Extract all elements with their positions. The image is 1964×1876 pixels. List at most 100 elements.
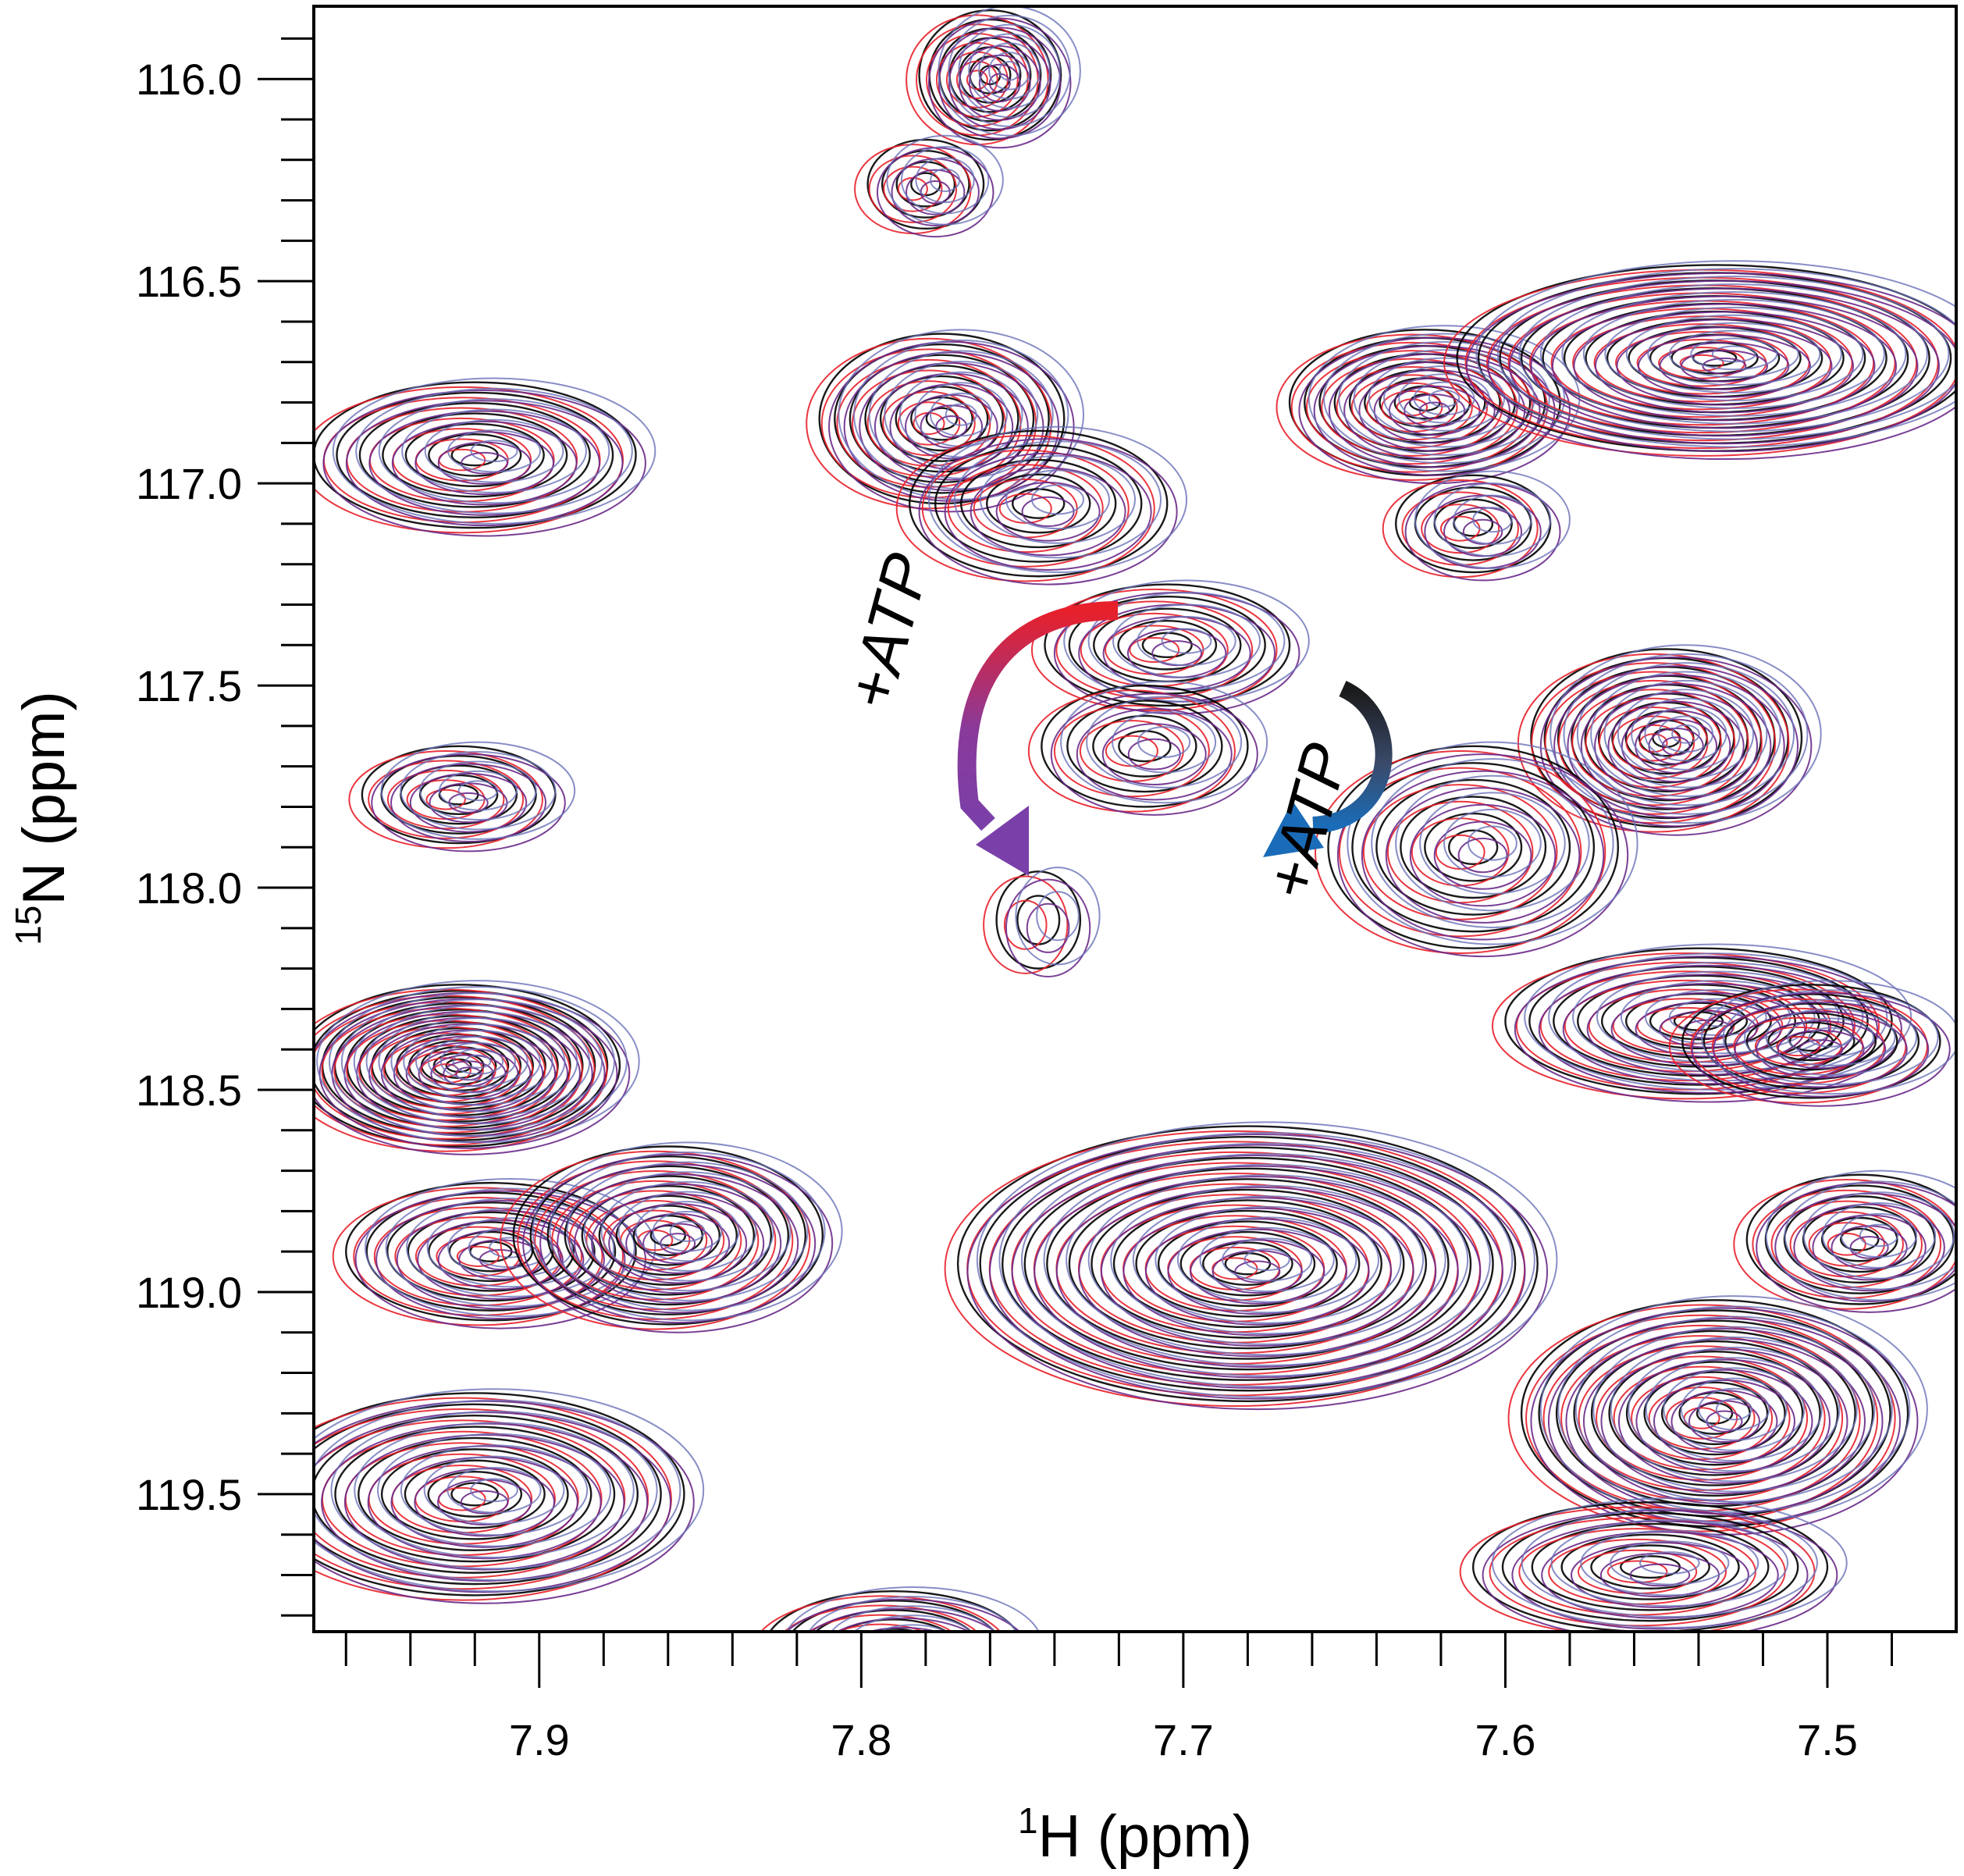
contour-line bbox=[783, 1604, 978, 1632]
contour-line bbox=[1582, 298, 1885, 409]
contour-line bbox=[1487, 279, 1956, 453]
contour-line bbox=[1745, 1173, 1956, 1305]
contour-line bbox=[1224, 1251, 1272, 1276]
contour-line bbox=[425, 788, 466, 810]
contour-line bbox=[1066, 699, 1223, 793]
contour-line bbox=[314, 1388, 705, 1593]
contour-line bbox=[1827, 1233, 1866, 1256]
contour-line bbox=[1176, 1216, 1357, 1303]
contour-line bbox=[1690, 337, 1778, 371]
contour-line bbox=[1613, 1365, 1791, 1471]
contour-line bbox=[549, 1151, 826, 1312]
contour-line bbox=[1358, 369, 1510, 452]
contour-line bbox=[1234, 1260, 1281, 1283]
contour-line bbox=[1713, 1001, 1930, 1098]
peak-21 bbox=[1507, 1295, 1928, 1536]
contour-line bbox=[1202, 1241, 1293, 1286]
contour-line bbox=[1649, 1002, 1749, 1041]
contour-line bbox=[1625, 314, 1842, 394]
contour-line bbox=[1585, 697, 1722, 788]
contour-line bbox=[1351, 762, 1596, 933]
contour-line bbox=[1722, 989, 1939, 1086]
contour-line bbox=[1482, 1509, 1838, 1632]
contour-line bbox=[1472, 507, 1513, 533]
contour-line bbox=[345, 400, 624, 527]
contour-line bbox=[995, 482, 1101, 542]
contour-line bbox=[918, 438, 1178, 586]
contour-line bbox=[1765, 1169, 1956, 1301]
contour-line bbox=[1361, 770, 1605, 941]
peak-3 bbox=[348, 741, 576, 853]
contour-line bbox=[427, 1035, 528, 1088]
contour-line bbox=[1132, 1195, 1402, 1324]
plot-frame bbox=[312, 5, 1958, 1633]
contour-line bbox=[838, 1634, 923, 1671]
x-axis-ticks: 7.9 7.8 7.7 7.6 7.5 bbox=[344, 1632, 1893, 1764]
contour-line bbox=[1002, 1146, 1494, 1381]
contour-line bbox=[1398, 373, 1490, 424]
contour-line bbox=[1117, 620, 1218, 671]
contour-layer bbox=[314, 6, 1956, 1675]
peak-16 bbox=[500, 1141, 843, 1333]
contour-line bbox=[1496, 268, 1956, 440]
contour-line bbox=[1625, 1361, 1804, 1466]
contour-line bbox=[461, 451, 509, 475]
contour-line bbox=[1702, 993, 1920, 1090]
contour-line bbox=[669, 1220, 706, 1242]
contour-line bbox=[1610, 991, 1806, 1066]
contour-line bbox=[1691, 991, 1951, 1107]
contour-line bbox=[1375, 778, 1571, 916]
contour-line bbox=[314, 1403, 662, 1586]
contour-line bbox=[370, 1032, 521, 1109]
contour-line bbox=[1385, 787, 1581, 924]
contour-line bbox=[1467, 825, 1517, 861]
peak-1 bbox=[854, 134, 1004, 238]
contour-line bbox=[1770, 1200, 1923, 1289]
contour-line bbox=[1161, 628, 1212, 654]
contour-line bbox=[1078, 1186, 1437, 1358]
contour-line bbox=[400, 751, 557, 831]
x-axis-label-sup: 1 bbox=[1018, 1800, 1038, 1841]
contour-line bbox=[864, 365, 1019, 473]
x-tick-label: 7.6 bbox=[1475, 1715, 1536, 1764]
contour-line bbox=[860, 1637, 946, 1675]
contour-line bbox=[403, 1023, 553, 1100]
contour-line bbox=[1617, 689, 1755, 780]
y-tick-label: 118.0 bbox=[136, 863, 242, 913]
peak-22 bbox=[1459, 1497, 1848, 1632]
contour-line bbox=[1698, 1387, 1770, 1431]
y-axis-label-sup: 15 bbox=[8, 906, 48, 945]
contour-line bbox=[1421, 504, 1500, 554]
contour-line bbox=[1453, 494, 1532, 545]
y-tick-label: 117.0 bbox=[136, 459, 242, 508]
contour-line bbox=[1808, 1222, 1885, 1267]
contour-line bbox=[960, 458, 1117, 549]
contour-line bbox=[1123, 1207, 1393, 1337]
contour-line bbox=[886, 134, 1004, 226]
peak-5 bbox=[895, 425, 1188, 586]
contour-line bbox=[649, 1224, 687, 1247]
contour-line bbox=[898, 371, 1023, 458]
contour-line bbox=[1628, 1347, 1841, 1472]
contour-line bbox=[1702, 358, 1747, 375]
contour-line bbox=[1087, 591, 1286, 691]
contour-line bbox=[386, 769, 505, 830]
contour-line bbox=[1679, 354, 1724, 372]
contour-line bbox=[1395, 774, 1590, 912]
contour-line bbox=[830, 1605, 995, 1632]
contour-line bbox=[879, 375, 1005, 462]
contour-line bbox=[900, 145, 990, 215]
contour-line bbox=[1433, 482, 1552, 557]
contour-line bbox=[769, 1590, 1019, 1632]
contour-line bbox=[448, 1230, 534, 1273]
contour-line bbox=[988, 52, 1031, 91]
contour-line bbox=[1590, 1340, 1839, 1486]
contour-line bbox=[456, 1245, 500, 1267]
y-tick-label: 118.5 bbox=[136, 1066, 242, 1115]
contour-line bbox=[1063, 579, 1310, 703]
contour-line bbox=[1538, 1309, 1891, 1518]
y-tick-label: 116.5 bbox=[136, 257, 242, 306]
contour-line bbox=[1328, 353, 1541, 468]
contour-line bbox=[452, 1048, 504, 1075]
contour-line bbox=[1386, 800, 1534, 904]
